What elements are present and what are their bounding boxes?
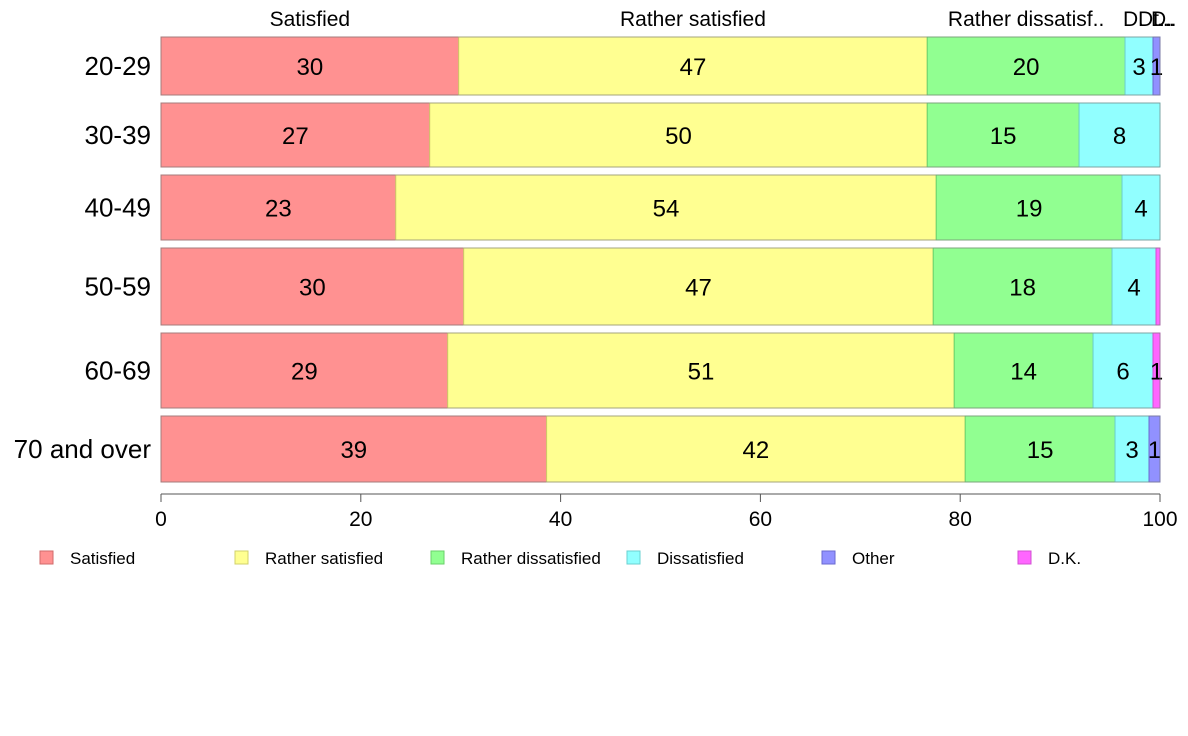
legend-label: Rather dissatisfied <box>461 549 601 568</box>
legend-label: Dissatisfied <box>657 549 744 568</box>
x-tick-label: 40 <box>549 508 572 531</box>
top-series-label: Dt... <box>1138 8 1177 31</box>
data-label: 39 <box>340 437 367 464</box>
bar-segment <box>160 36 460 96</box>
data-label: 4 <box>1127 275 1140 302</box>
bar-segment <box>160 247 465 326</box>
x-tick-label: 0 <box>155 508 167 531</box>
legend-swatch <box>39 550 54 565</box>
bar-outline <box>160 102 1161 168</box>
data-label: 23 <box>265 196 292 223</box>
legend-swatch <box>821 550 836 565</box>
bar-segment <box>546 415 966 483</box>
data-label: 42 <box>743 437 770 464</box>
legend-label: Rather satisfied <box>265 549 383 568</box>
data-label: 1 <box>1150 359 1163 386</box>
data-label: 47 <box>680 54 707 81</box>
data-label: 8 <box>1113 123 1126 150</box>
data-label: 3 <box>1125 437 1138 464</box>
data-label: 51 <box>688 359 715 386</box>
data-label: 1 <box>1150 54 1163 81</box>
legend-swatch <box>430 550 445 565</box>
bar-segment <box>953 332 1094 409</box>
legend-label: D.K. <box>1048 549 1081 568</box>
bar-outline <box>160 36 1161 96</box>
bar-segment <box>1078 102 1161 168</box>
bar-segment <box>463 247 934 326</box>
bar-segment <box>1155 247 1161 326</box>
bar-segment <box>160 332 449 409</box>
data-label: 50 <box>665 123 692 150</box>
data-label: 3 <box>1132 54 1145 81</box>
legend-swatch <box>1017 550 1032 565</box>
top-series-label: Rather satisfied <box>620 8 766 31</box>
bar-segment <box>935 174 1123 241</box>
x-tick-label: 20 <box>349 508 372 531</box>
legend-swatch <box>234 550 249 565</box>
data-label: 30 <box>296 54 323 81</box>
category-label: 50-59 <box>85 272 152 302</box>
category-label: 30-39 <box>85 120 152 150</box>
data-label: 6 <box>1116 359 1129 386</box>
data-label: 15 <box>990 123 1017 150</box>
bar-segment <box>160 174 397 241</box>
bar-outline <box>160 332 1161 409</box>
data-label: 15 <box>1027 437 1054 464</box>
bar-segment <box>926 102 1080 168</box>
category-label: 40-49 <box>85 193 152 223</box>
top-series-label: Satisfied <box>270 8 351 31</box>
bar-segment <box>160 415 548 483</box>
data-label: 18 <box>1009 275 1036 302</box>
bar-outline <box>160 247 1161 326</box>
bar-segment <box>458 36 928 96</box>
data-label: 30 <box>299 275 326 302</box>
legend-swatch <box>626 550 641 565</box>
x-tick-label: 80 <box>949 508 972 531</box>
category-label: 70 and over <box>14 434 152 464</box>
data-label: 4 <box>1134 196 1147 223</box>
data-label: 27 <box>282 123 309 150</box>
x-tick-label: 60 <box>749 508 772 531</box>
data-label: 14 <box>1010 359 1037 386</box>
top-series-label: ... <box>1157 8 1175 31</box>
data-label: 54 <box>653 196 680 223</box>
bar-segment <box>447 332 955 409</box>
data-label: 1 <box>1148 437 1161 464</box>
x-tick-label: 100 <box>1142 508 1177 531</box>
top-series-label: D. <box>1123 8 1144 31</box>
bar-outline <box>160 415 1161 483</box>
category-label: 20-29 <box>85 51 152 81</box>
bar-outline <box>160 174 1161 241</box>
bar-segment <box>1092 332 1154 409</box>
legend-label: Satisfied <box>70 549 135 568</box>
data-label: 29 <box>291 359 318 386</box>
data-label: 19 <box>1016 196 1043 223</box>
top-series-label: Rather dissatisf.. <box>948 8 1104 31</box>
top-series-label: D. <box>1151 8 1172 31</box>
category-label: 60-69 <box>85 356 152 386</box>
data-label: 47 <box>685 275 712 302</box>
legend-label: Other <box>852 549 895 568</box>
data-label: 20 <box>1013 54 1040 81</box>
